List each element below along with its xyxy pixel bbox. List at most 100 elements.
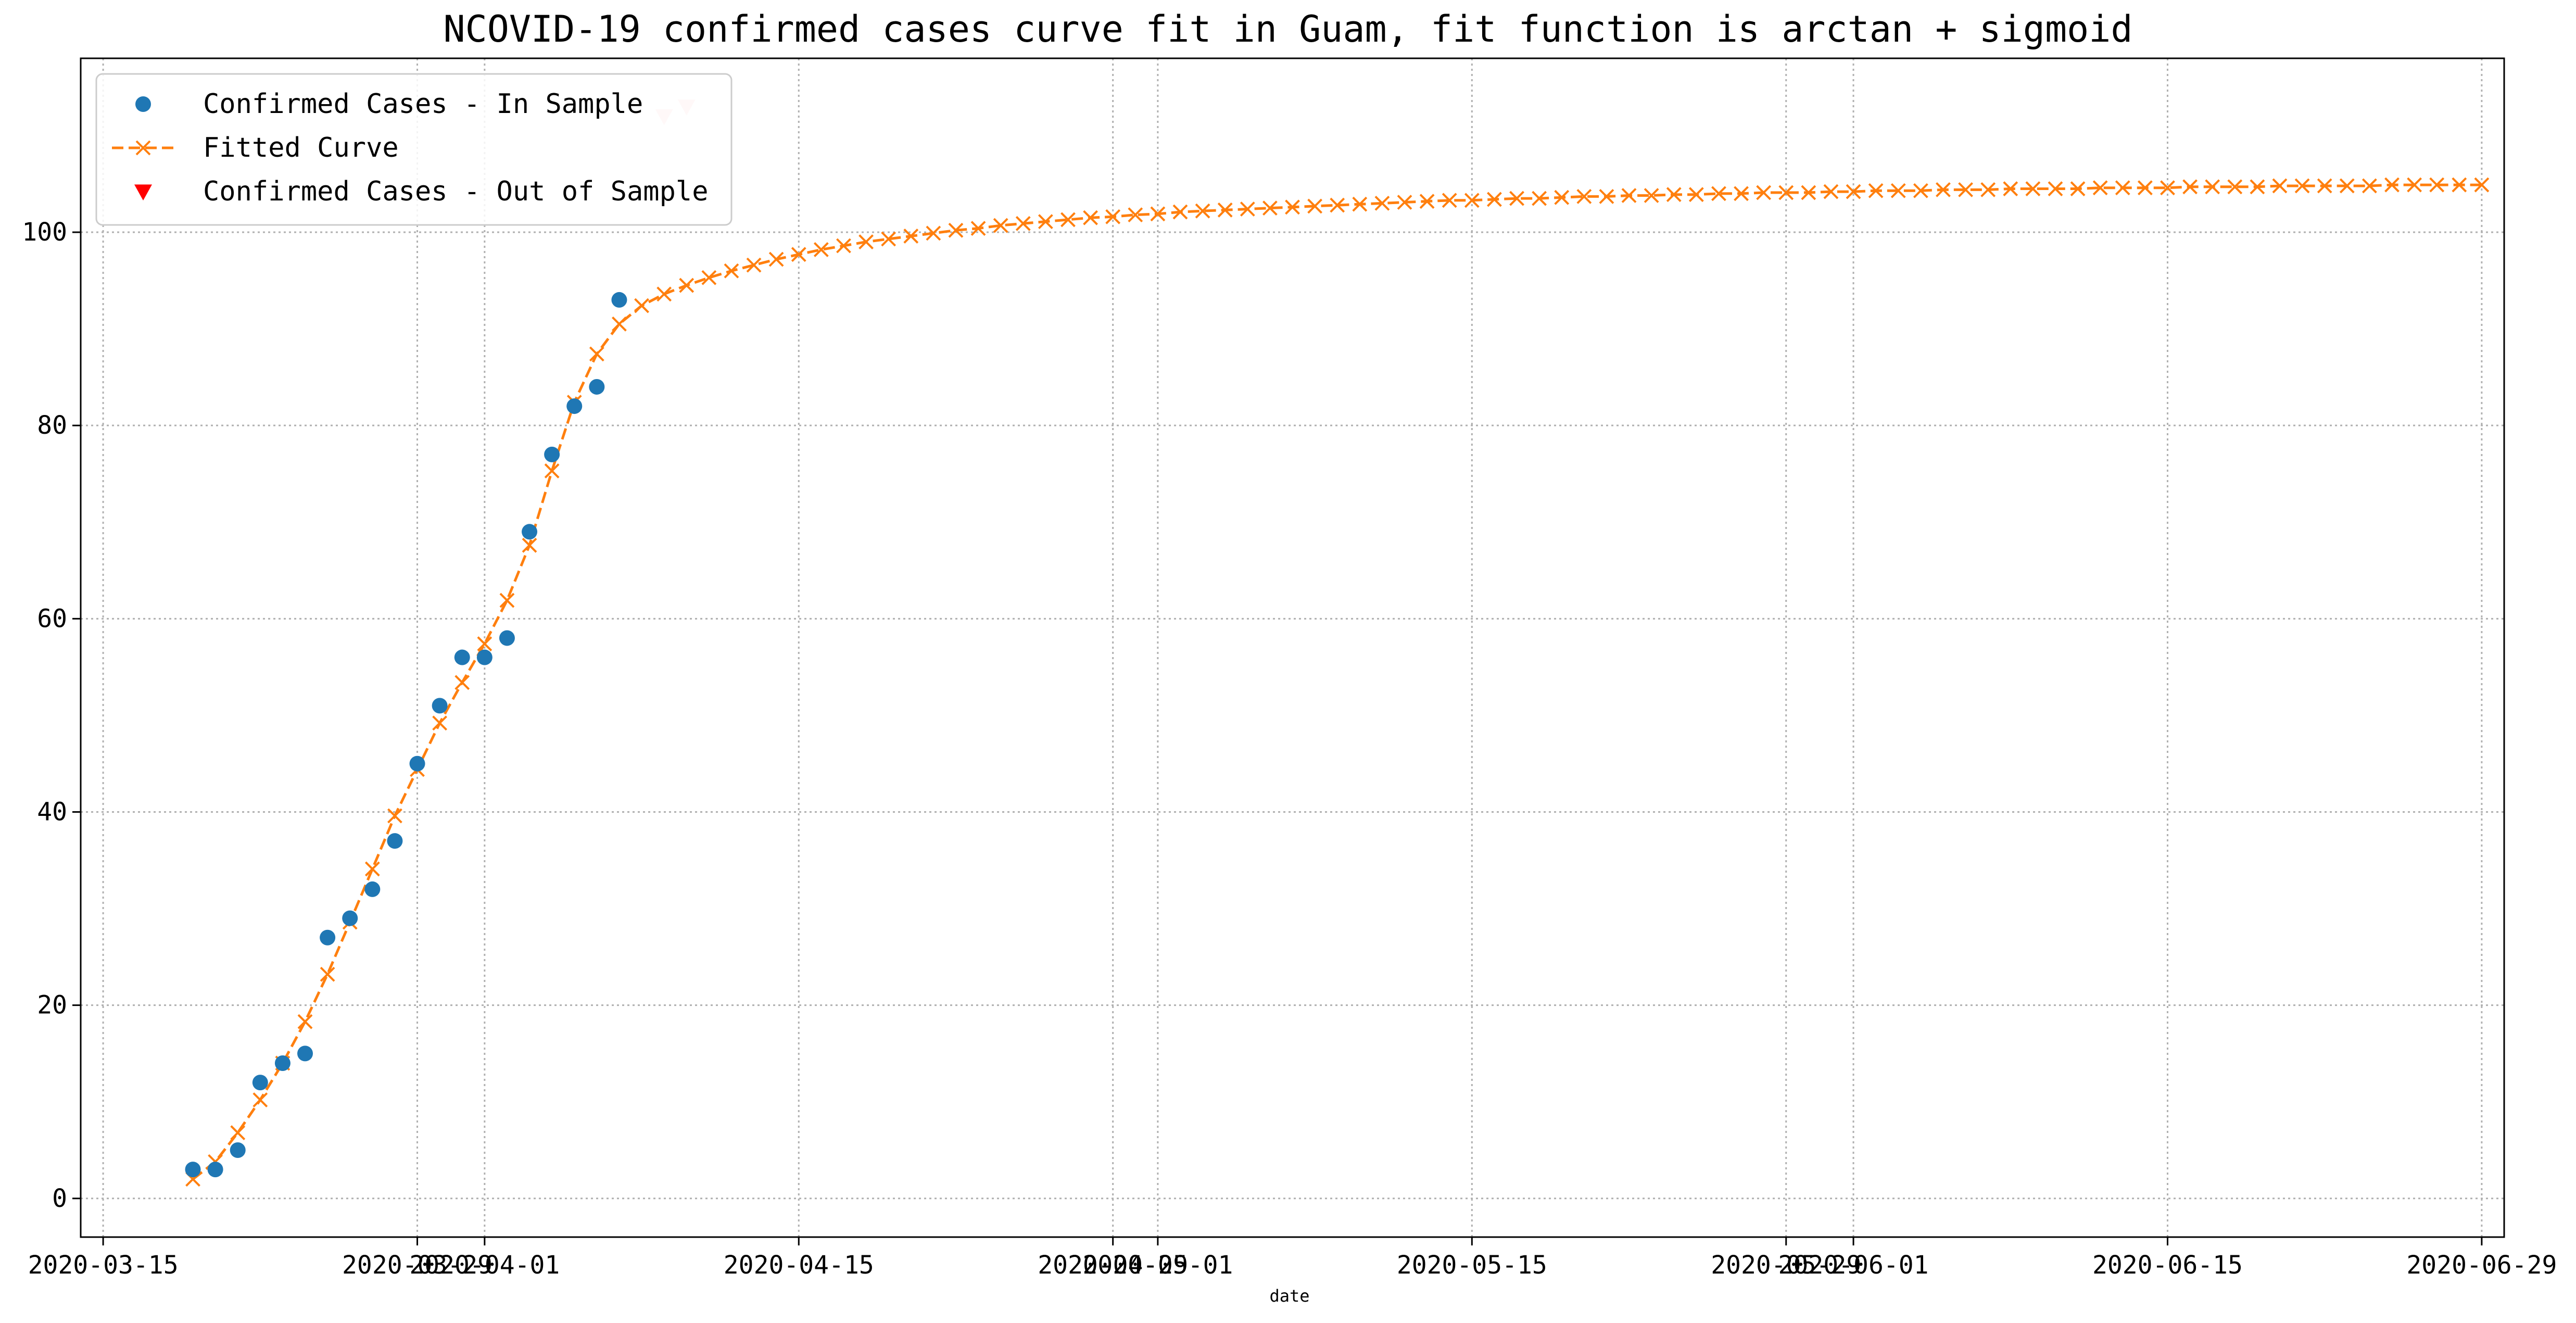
fitted-curve-marker — [2160, 180, 2175, 196]
fitted-curve-marker — [1666, 187, 1682, 203]
fitted-curve-marker — [948, 222, 964, 238]
fitted-curve-marker — [903, 229, 919, 244]
x-tick-label: 2020-03-29 — [342, 1251, 493, 1280]
fitted-curve-marker — [656, 286, 672, 302]
fitted-curve-marker — [2092, 180, 2108, 196]
fitted-curve-marker — [612, 316, 627, 332]
y-tick-label: 60 — [37, 604, 67, 633]
fitted-curve-marker — [1688, 187, 1704, 203]
fitted-curve-marker — [993, 218, 1008, 233]
fitted-curve-marker — [364, 861, 380, 877]
fitted-curve-marker — [2250, 179, 2265, 195]
x-tick-label: 2020-06-01 — [1778, 1251, 1929, 1280]
in-sample-point — [230, 1142, 246, 1158]
fitted-curve-marker — [1352, 196, 1368, 212]
in-sample-point — [499, 630, 515, 646]
in-sample-point — [320, 929, 336, 946]
x-axis-label: date — [1269, 1286, 1309, 1306]
fitted-curve-marker — [1172, 204, 1188, 220]
fitted-curve-marker — [454, 675, 470, 690]
fitted-curve-marker — [1374, 195, 1390, 211]
in-sample-point — [185, 1162, 201, 1178]
fitted-curve-marker — [2294, 178, 2310, 194]
fitted-curve-marker — [1038, 214, 1053, 230]
fitted-curve-marker — [1621, 188, 1637, 203]
fitted-curve-marker — [1756, 185, 1772, 200]
fitted-curve-marker — [1195, 203, 1210, 219]
in-sample-point — [207, 1162, 223, 1178]
fitted-curve-marker — [1419, 194, 1435, 209]
fitted-curve-marker — [1644, 188, 1659, 203]
y-tick-label: 0 — [52, 1184, 67, 1213]
fitted-curve-marker — [1913, 183, 1928, 198]
fitted-curve-marker — [836, 238, 851, 254]
fitted-curve-marker — [881, 231, 896, 247]
x-tick-label: 2020-05-01 — [1082, 1251, 1233, 1280]
fitted-curve-marker — [1015, 216, 1031, 231]
legend: Confirmed Cases - In Sample Fitted Curve C… — [95, 73, 733, 226]
x-tick-label: 2020-06-15 — [2092, 1251, 2243, 1280]
x-tick-label: 2020-05-29 — [1711, 1251, 1861, 1280]
fitted-curve-marker — [387, 808, 402, 824]
legend-entry-label: Confirmed Cases - Out of Sample — [203, 176, 709, 207]
x-tick-label: 2020-06-29 — [2406, 1251, 2557, 1280]
fitted-curve-marker — [1217, 202, 1233, 218]
in-sample-point — [387, 833, 403, 849]
in-sample-point — [611, 292, 627, 308]
fitted-curve-marker — [2362, 178, 2377, 194]
legend-box — [95, 73, 733, 226]
fitted-curve-marker — [2182, 179, 2198, 195]
in-sample-point — [454, 649, 470, 665]
fitted-curve-marker — [1868, 183, 1884, 198]
fitted-curve-marker — [1464, 193, 1480, 208]
x-tick-label: 2020-04-15 — [724, 1251, 874, 1280]
fitted-curve-marker — [1240, 201, 1255, 217]
fitted-curve-marker — [1980, 182, 1996, 197]
fitted-curve-marker — [1285, 199, 1300, 215]
fitted-curve-marker — [1936, 182, 1951, 197]
y-tick-label: 20 — [37, 991, 67, 1020]
fitted-curve-marker — [1576, 188, 1592, 204]
fitted-curve-marker — [1846, 184, 1861, 199]
fitted-curve-marker — [1599, 188, 1614, 204]
legend-entry-label: Confirmed Cases - In Sample — [203, 89, 643, 120]
fitted-curve-marker — [1150, 206, 1166, 222]
fitted-curve-marker — [1801, 185, 1816, 200]
fitted-curve-marker — [1890, 183, 1906, 198]
fitted-curve-marker — [2317, 178, 2332, 194]
fitted-curve-marker — [1128, 207, 1143, 223]
x-tick-label: 2020-04-01 — [409, 1251, 560, 1280]
in-sample-point — [342, 910, 358, 926]
y-tick-label: 80 — [37, 411, 67, 440]
in-sample-point — [297, 1045, 313, 1062]
x-tick-label: 2020-03-15 — [28, 1251, 179, 1280]
fitted-curve-marker — [1509, 191, 1524, 206]
in-sample-point — [409, 755, 425, 772]
fitted-curve-marker — [522, 537, 537, 553]
fitted-curve-marker — [1105, 209, 1121, 224]
fitted-curve-marker — [724, 263, 739, 279]
grid — [81, 58, 2504, 1237]
fitted-curve-marker — [252, 1092, 268, 1107]
legend-marker-in-sample — [135, 96, 151, 112]
fitted-curve-marker — [1778, 185, 1794, 200]
fitted-curve-marker — [746, 257, 762, 273]
fitted-curve-marker — [679, 278, 694, 293]
fitted-curve-marker — [230, 1125, 246, 1140]
fitted-curve-marker — [970, 221, 986, 236]
fitted-curve-marker — [1711, 186, 1726, 201]
fitted-curve-marker — [320, 966, 335, 982]
in-sample-point — [566, 398, 583, 414]
fitted-curve-marker — [2272, 178, 2288, 194]
fitted-curve-marker — [1442, 193, 1457, 208]
fitted-curve-marker — [1397, 195, 1412, 210]
chart-title: NCOVID-19 confirmed cases curve fit in G… — [443, 8, 2132, 51]
fitted-curve-marker — [499, 593, 515, 608]
legend-entry-label: Fitted Curve — [203, 132, 399, 163]
in-sample-point — [522, 524, 538, 540]
fitted-curve-marker — [791, 247, 806, 262]
fitted-curve-marker — [2205, 179, 2220, 195]
fitted-curve-marker — [297, 1014, 313, 1029]
